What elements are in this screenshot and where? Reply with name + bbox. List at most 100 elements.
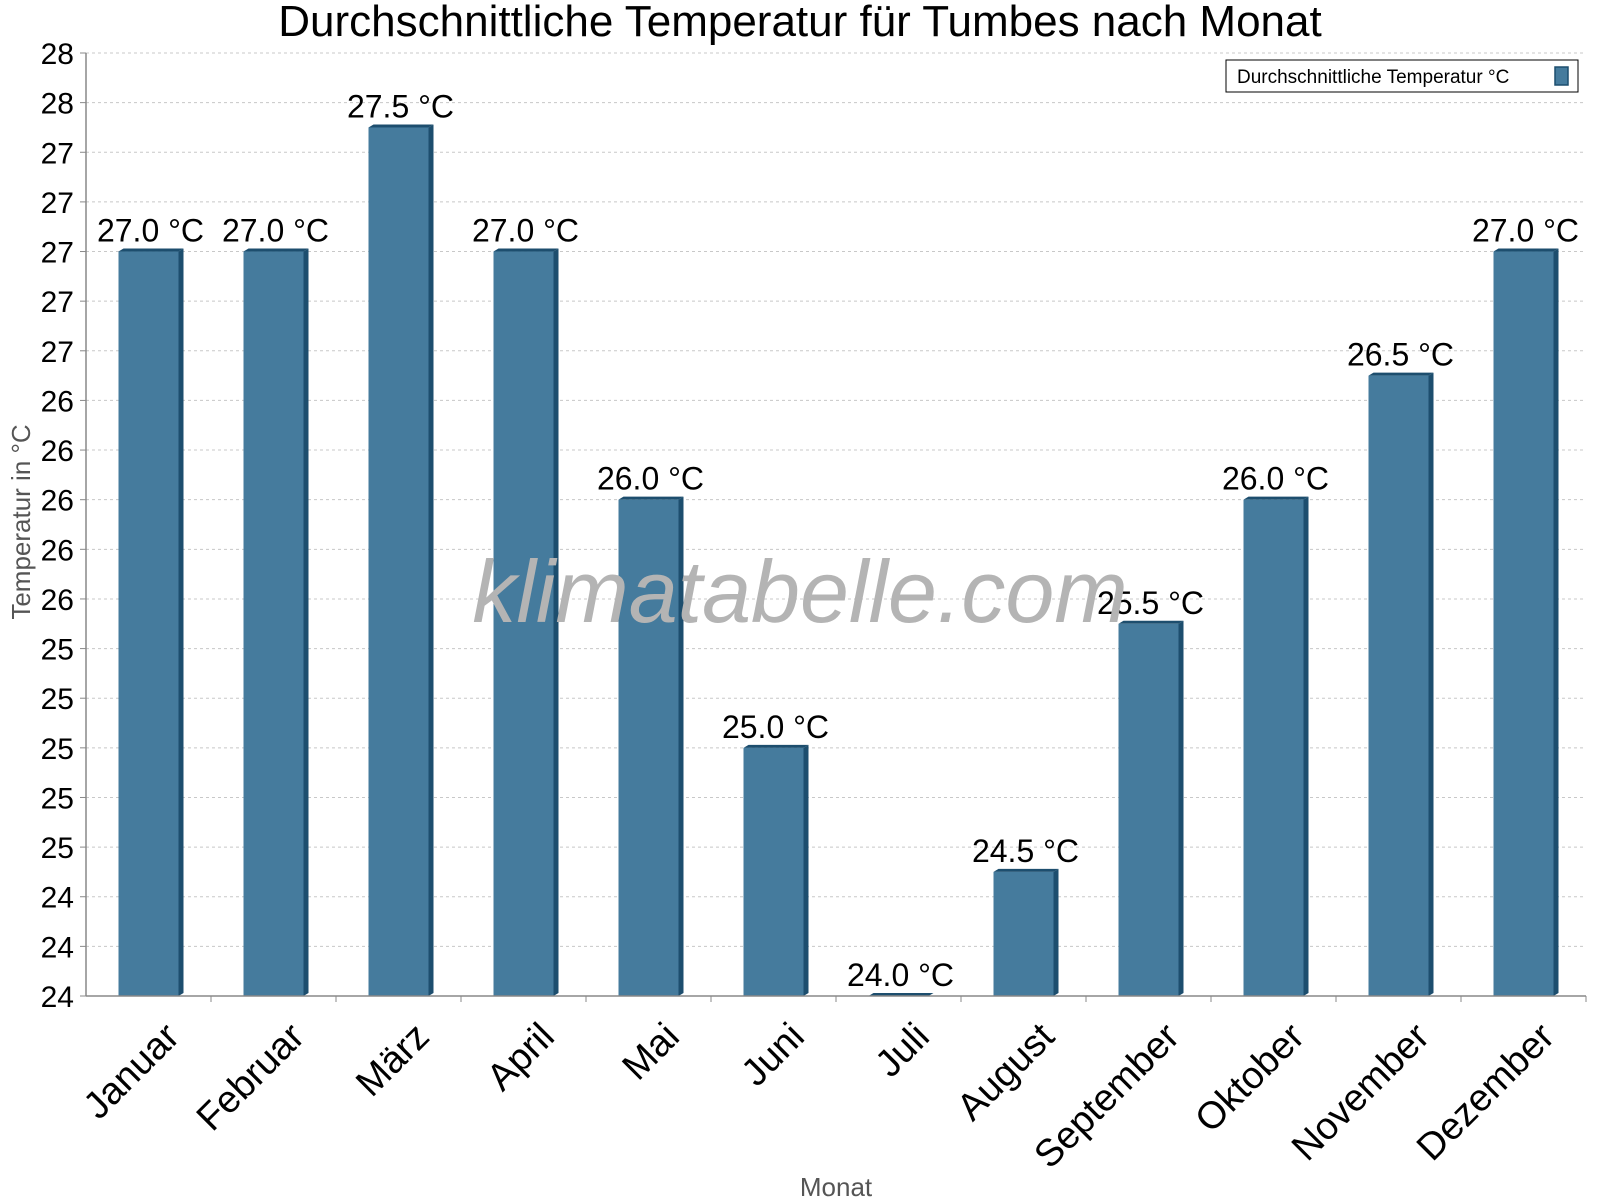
- bar-side-face: [1428, 372, 1434, 997]
- bar-front-face: [1243, 499, 1304, 996]
- bar-side-face: [678, 496, 684, 996]
- data-label: 26.0 °C: [1222, 461, 1329, 497]
- bar-top-face: [1493, 248, 1559, 252]
- bar-top-face: [243, 248, 309, 252]
- x-tick-label: Februar: [189, 1015, 313, 1139]
- x-tick-label: Januar: [76, 1015, 188, 1127]
- bar-side-face: [178, 248, 184, 997]
- x-tick-label: März: [348, 1015, 437, 1104]
- bars-group: [118, 124, 1559, 997]
- data-label: 24.5 °C: [972, 833, 1079, 869]
- y-tick-labels: 24 24 24 25 25 25 25 25 26 26 26 26 26 27 27 27 27 27 28 28: [41, 38, 74, 1014]
- data-label: 26.0 °C: [597, 461, 704, 497]
- bar-5: [618, 496, 684, 996]
- bar-4: [493, 248, 559, 997]
- bar-10: [1243, 496, 1309, 996]
- axes-group: [80, 52, 1587, 1002]
- y-tick-label: 28: [41, 88, 74, 121]
- bar-front-face: [743, 747, 804, 996]
- y-tick-label: 25: [41, 832, 74, 865]
- bar-top-face: [368, 124, 434, 128]
- x-tick-label: Oktober: [1187, 1015, 1313, 1141]
- watermark-text: klimatabelle.com: [472, 542, 1127, 641]
- bar-8: [993, 868, 1059, 996]
- bar-front-face: [493, 251, 554, 997]
- bar-1: [118, 248, 184, 997]
- bar-3: [368, 124, 434, 996]
- bar-side-face: [303, 248, 309, 997]
- y-tick-label: 26: [41, 584, 74, 617]
- y-tick-label: 25: [41, 733, 74, 766]
- x-tick-label: April: [479, 1015, 562, 1098]
- bar-front-face: [618, 499, 679, 996]
- bar-side-face: [1053, 868, 1059, 996]
- legend-label: Durchschnittliche Temperatur °C: [1237, 67, 1509, 88]
- bar-front-face: [243, 251, 304, 997]
- bar-top-face: [993, 868, 1059, 872]
- y-tick-label: 25: [41, 683, 74, 716]
- bar-front-face: [368, 127, 429, 996]
- legend-box: [1225, 59, 1579, 93]
- bar-top-face: [1243, 496, 1309, 500]
- bar-top-face: [1118, 620, 1184, 624]
- bar-top-face: [743, 744, 809, 748]
- data-labels: 27.0 °C 27.0 °C 27.5 °C 27.0 °C 26.0 °C 25.0 …: [97, 88, 1579, 993]
- grid-lines: [86, 52, 1586, 947]
- y-axis-title: Temperatur in °C: [6, 424, 36, 619]
- data-label: 25.5 °C: [1097, 585, 1204, 621]
- x-tick-label: Dezember: [1409, 1015, 1563, 1169]
- data-label: 27.0 °C: [222, 213, 329, 249]
- bar-side-face: [1303, 496, 1309, 996]
- y-tick-label: 27: [41, 137, 74, 170]
- bar-11: [1368, 372, 1434, 997]
- bar-top-face: [118, 248, 184, 252]
- y-tick-label: 27: [41, 286, 74, 319]
- y-tick-label: 28: [41, 38, 74, 71]
- x-tick-labels: Januar Februar März April Mai Juni Juli AugustS…: [76, 1015, 1563, 1176]
- bar-9: [1118, 620, 1184, 996]
- y-tick-label: 26: [41, 385, 74, 418]
- bar-front-face: [1493, 251, 1554, 997]
- bar-top-face: [493, 248, 559, 252]
- bar-side-face: [803, 744, 809, 996]
- data-label: 27.0 °C: [97, 213, 204, 249]
- bar-side-face: [1178, 620, 1184, 996]
- y-tick-label: 24: [41, 882, 74, 915]
- bar-front-face: [1368, 375, 1429, 997]
- y-tick-label: 25: [41, 634, 74, 667]
- bar-top-face: [1368, 372, 1434, 376]
- y-tick-label: 26: [41, 534, 74, 567]
- data-label: 24.0 °C: [847, 957, 954, 993]
- x-tick-label: Juli: [868, 1015, 938, 1085]
- bar-12: [1493, 248, 1559, 997]
- y-tick-label: 26: [41, 485, 74, 518]
- data-label: 27.0 °C: [472, 213, 579, 249]
- bar-front-face: [993, 871, 1054, 996]
- x-tick-label: August: [949, 1015, 1063, 1129]
- bar-top-face: [618, 496, 684, 500]
- bar-front-face: [118, 251, 179, 997]
- data-label: 26.5 °C: [1347, 337, 1454, 373]
- y-tick-label: 26: [41, 435, 74, 468]
- x-tick-label: Mai: [615, 1015, 688, 1088]
- x-tick-label: Juni: [734, 1015, 813, 1094]
- data-label: 25.0 °C: [722, 709, 829, 745]
- y-tick-label: 27: [41, 336, 74, 369]
- bar-front-face: [1118, 623, 1179, 996]
- chart-title: Durchschnittliche Temperatur für Tumbes …: [278, 0, 1321, 46]
- y-tick-label: 27: [41, 187, 74, 220]
- y-tick-label: 24: [41, 931, 74, 964]
- y-tick-label: 25: [41, 782, 74, 815]
- bar-6: [743, 744, 809, 996]
- data-label: 27.0 °C: [1472, 213, 1579, 249]
- data-label: 27.5 °C: [347, 88, 454, 124]
- bar-side-face: [1553, 248, 1559, 997]
- y-tick-label: 27: [41, 237, 74, 270]
- legend-swatch: [1554, 66, 1569, 86]
- y-tick-label: 24: [41, 981, 74, 1014]
- x-axis-title: Monat: [800, 1172, 873, 1200]
- bar-side-face: [428, 124, 434, 996]
- bar-side-face: [553, 248, 559, 997]
- bar-2: [243, 248, 309, 997]
